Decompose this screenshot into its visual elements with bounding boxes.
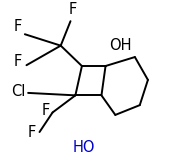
Text: F: F: [28, 125, 36, 140]
Text: F: F: [69, 2, 77, 17]
Text: OH: OH: [109, 38, 131, 53]
Text: HO: HO: [73, 140, 96, 155]
Text: F: F: [42, 103, 50, 118]
Text: F: F: [13, 19, 22, 34]
Text: Cl: Cl: [11, 84, 26, 99]
Text: F: F: [13, 54, 22, 69]
